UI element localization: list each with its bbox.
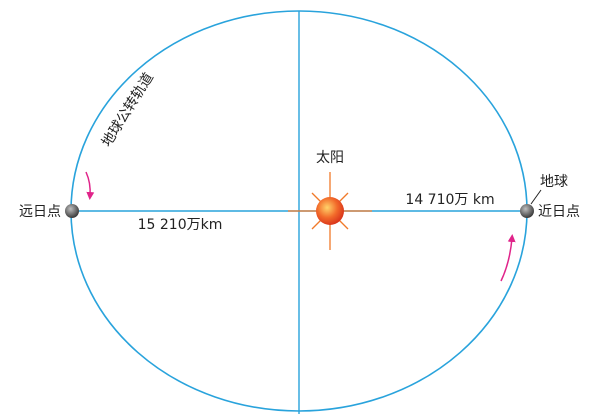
aphelion-distance: 15 210万km	[138, 217, 223, 233]
perihelion-distance: 14 710万 km	[405, 192, 494, 208]
sun	[288, 172, 372, 250]
earth-aphelion	[65, 204, 79, 218]
aphelion-label: 远日点	[19, 204, 61, 220]
earth-label: 地球	[540, 174, 568, 190]
orbit-label: 地球公转轨道	[99, 70, 157, 150]
earth-perihelion	[520, 204, 534, 218]
direction-arrow	[500, 234, 516, 282]
perihelion-label: 近日点	[538, 204, 580, 220]
direction-arrow	[85, 171, 95, 200]
sun-label: 太阳	[316, 150, 344, 166]
earth-leader	[530, 189, 542, 205]
